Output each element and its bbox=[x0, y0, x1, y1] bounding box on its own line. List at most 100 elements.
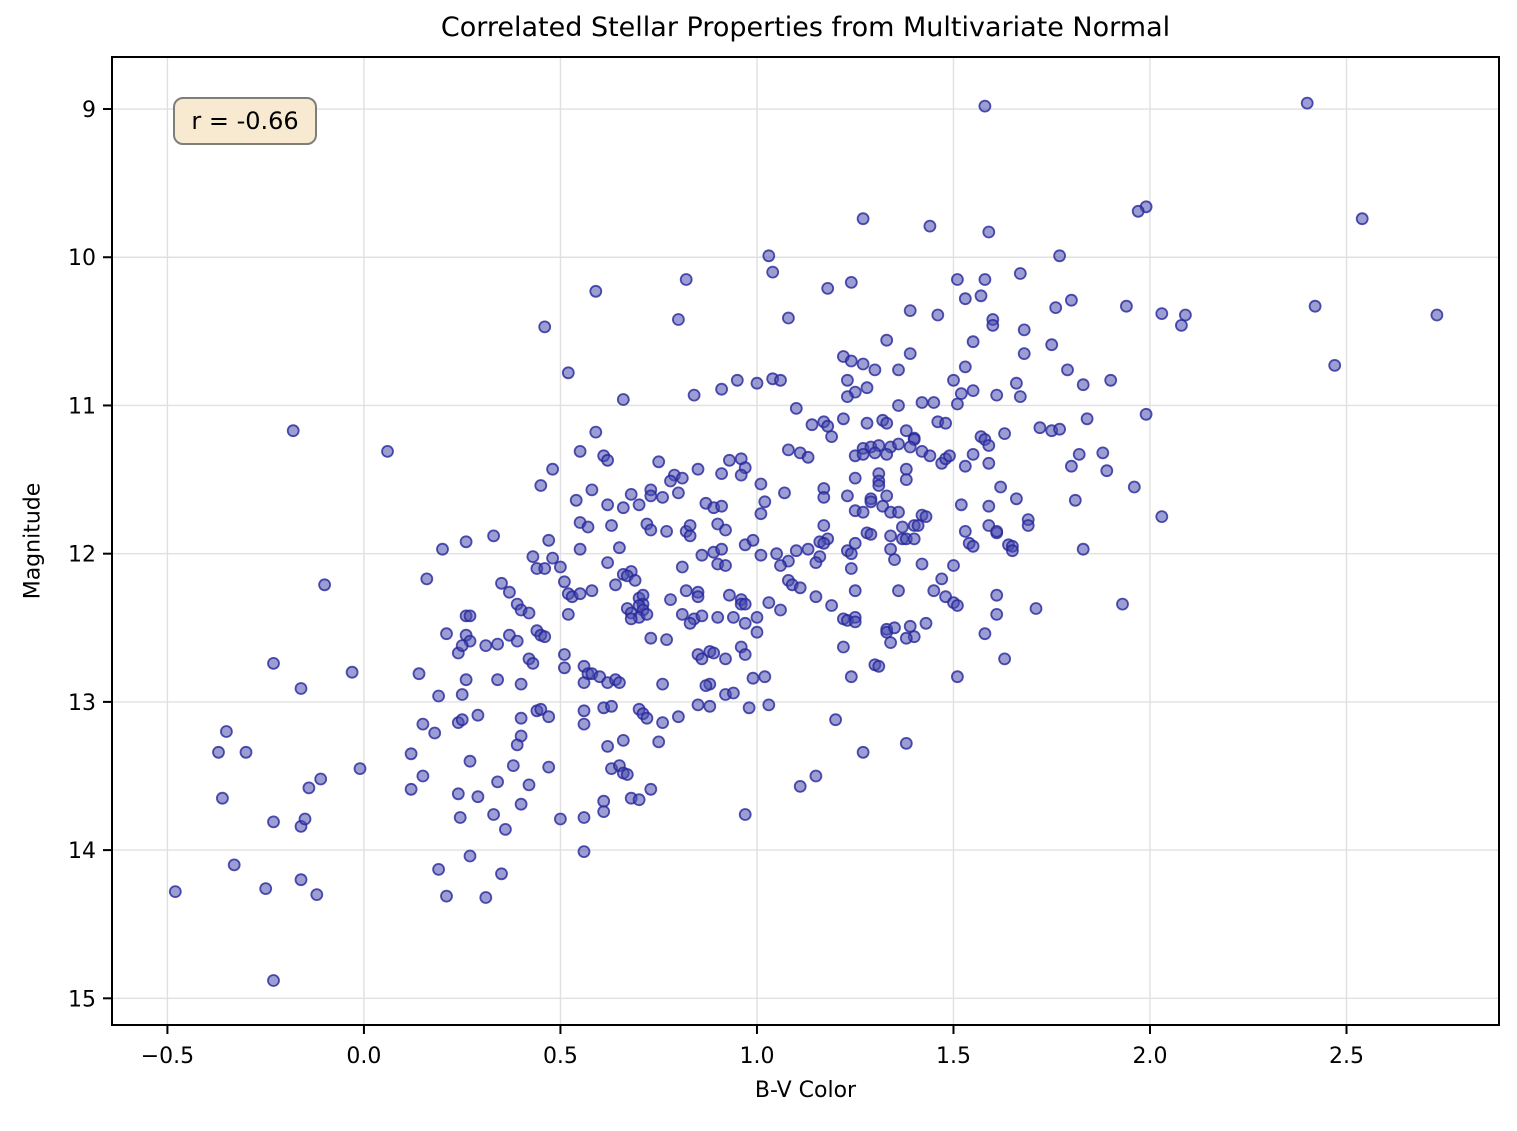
data-point bbox=[809, 556, 823, 569]
data-point bbox=[1065, 293, 1078, 307]
data-point bbox=[1013, 390, 1027, 404]
data-point bbox=[754, 548, 768, 562]
data-point bbox=[420, 572, 434, 586]
data-point bbox=[1430, 308, 1444, 322]
data-point bbox=[844, 354, 858, 368]
data-point bbox=[805, 418, 819, 432]
data-point bbox=[848, 615, 862, 629]
data-point bbox=[1308, 299, 1322, 313]
data-point bbox=[569, 493, 583, 507]
data-point bbox=[927, 396, 941, 409]
data-point bbox=[1045, 338, 1059, 352]
data-point bbox=[644, 523, 658, 537]
data-point bbox=[538, 630, 552, 644]
x-tick-label: 0.0 bbox=[346, 1044, 381, 1069]
data-point bbox=[868, 363, 882, 377]
data-point bbox=[919, 510, 933, 523]
data-point bbox=[715, 542, 728, 556]
data-point bbox=[782, 443, 795, 457]
data-point bbox=[479, 639, 493, 652]
data-point bbox=[558, 648, 571, 661]
data-point bbox=[1072, 447, 1086, 461]
axes-spines bbox=[111, 56, 1500, 1026]
data-point bbox=[892, 363, 905, 377]
data-point bbox=[605, 699, 618, 713]
data-point bbox=[498, 823, 512, 836]
data-point bbox=[982, 499, 996, 513]
data-point bbox=[856, 212, 870, 226]
data-point bbox=[1127, 480, 1141, 494]
data-point bbox=[436, 542, 449, 556]
data-point bbox=[487, 808, 501, 821]
data-point bbox=[675, 471, 689, 485]
data-point bbox=[998, 427, 1011, 441]
data-point bbox=[463, 754, 477, 768]
data-point bbox=[546, 551, 559, 565]
data-point bbox=[1017, 323, 1031, 337]
data-point bbox=[719, 523, 732, 537]
data-point bbox=[1116, 597, 1129, 611]
data-point bbox=[502, 585, 516, 599]
data-point bbox=[746, 533, 760, 547]
data-point bbox=[294, 682, 308, 695]
data-point bbox=[958, 459, 972, 473]
data-point bbox=[966, 447, 980, 461]
data-point bbox=[1013, 267, 1027, 280]
data-point bbox=[577, 676, 591, 689]
data-point bbox=[1006, 544, 1019, 558]
data-point bbox=[577, 845, 591, 858]
data-point bbox=[259, 882, 273, 895]
data-point bbox=[841, 489, 854, 503]
data-point bbox=[899, 424, 913, 438]
data-point bbox=[715, 499, 728, 513]
data-point bbox=[510, 738, 524, 752]
data-point bbox=[848, 584, 862, 598]
data-point bbox=[491, 775, 505, 789]
data-point bbox=[770, 547, 783, 561]
data-point bbox=[892, 584, 905, 598]
data-point bbox=[943, 449, 956, 463]
data-point bbox=[990, 388, 1004, 402]
data-point bbox=[1104, 373, 1118, 387]
data-point bbox=[534, 702, 548, 716]
data-point bbox=[899, 631, 913, 645]
data-point bbox=[526, 550, 540, 563]
data-point bbox=[577, 717, 591, 731]
data-point bbox=[801, 450, 815, 464]
data-point bbox=[1029, 602, 1043, 615]
data-point bbox=[856, 505, 870, 519]
data-point bbox=[453, 811, 467, 824]
data-point bbox=[589, 425, 603, 439]
data-point bbox=[951, 397, 964, 411]
data-point bbox=[381, 444, 394, 458]
data-point bbox=[899, 737, 913, 750]
data-point bbox=[267, 657, 280, 670]
data-point bbox=[656, 716, 669, 729]
data-point bbox=[1053, 249, 1066, 263]
data-point bbox=[561, 366, 575, 380]
data-point bbox=[821, 281, 835, 295]
data-point bbox=[730, 373, 744, 387]
data-point bbox=[227, 858, 241, 872]
data-point bbox=[848, 536, 862, 550]
data-point bbox=[601, 498, 614, 512]
data-point bbox=[302, 781, 316, 795]
data-point bbox=[561, 608, 575, 621]
data-point bbox=[872, 659, 886, 673]
data-point bbox=[471, 790, 485, 804]
data-point bbox=[239, 745, 253, 759]
data-point bbox=[664, 474, 677, 488]
data-point bbox=[719, 652, 732, 666]
data-point bbox=[679, 273, 693, 286]
data-point bbox=[514, 797, 528, 811]
data-point bbox=[318, 578, 332, 592]
data-point bbox=[546, 462, 559, 476]
data-point bbox=[1053, 422, 1066, 436]
data-point bbox=[1010, 376, 1023, 390]
data-point bbox=[1076, 378, 1090, 392]
data-point bbox=[644, 782, 658, 796]
data-point bbox=[298, 812, 312, 826]
data-point bbox=[903, 347, 917, 361]
data-point bbox=[1175, 318, 1188, 332]
data-point bbox=[766, 265, 780, 279]
